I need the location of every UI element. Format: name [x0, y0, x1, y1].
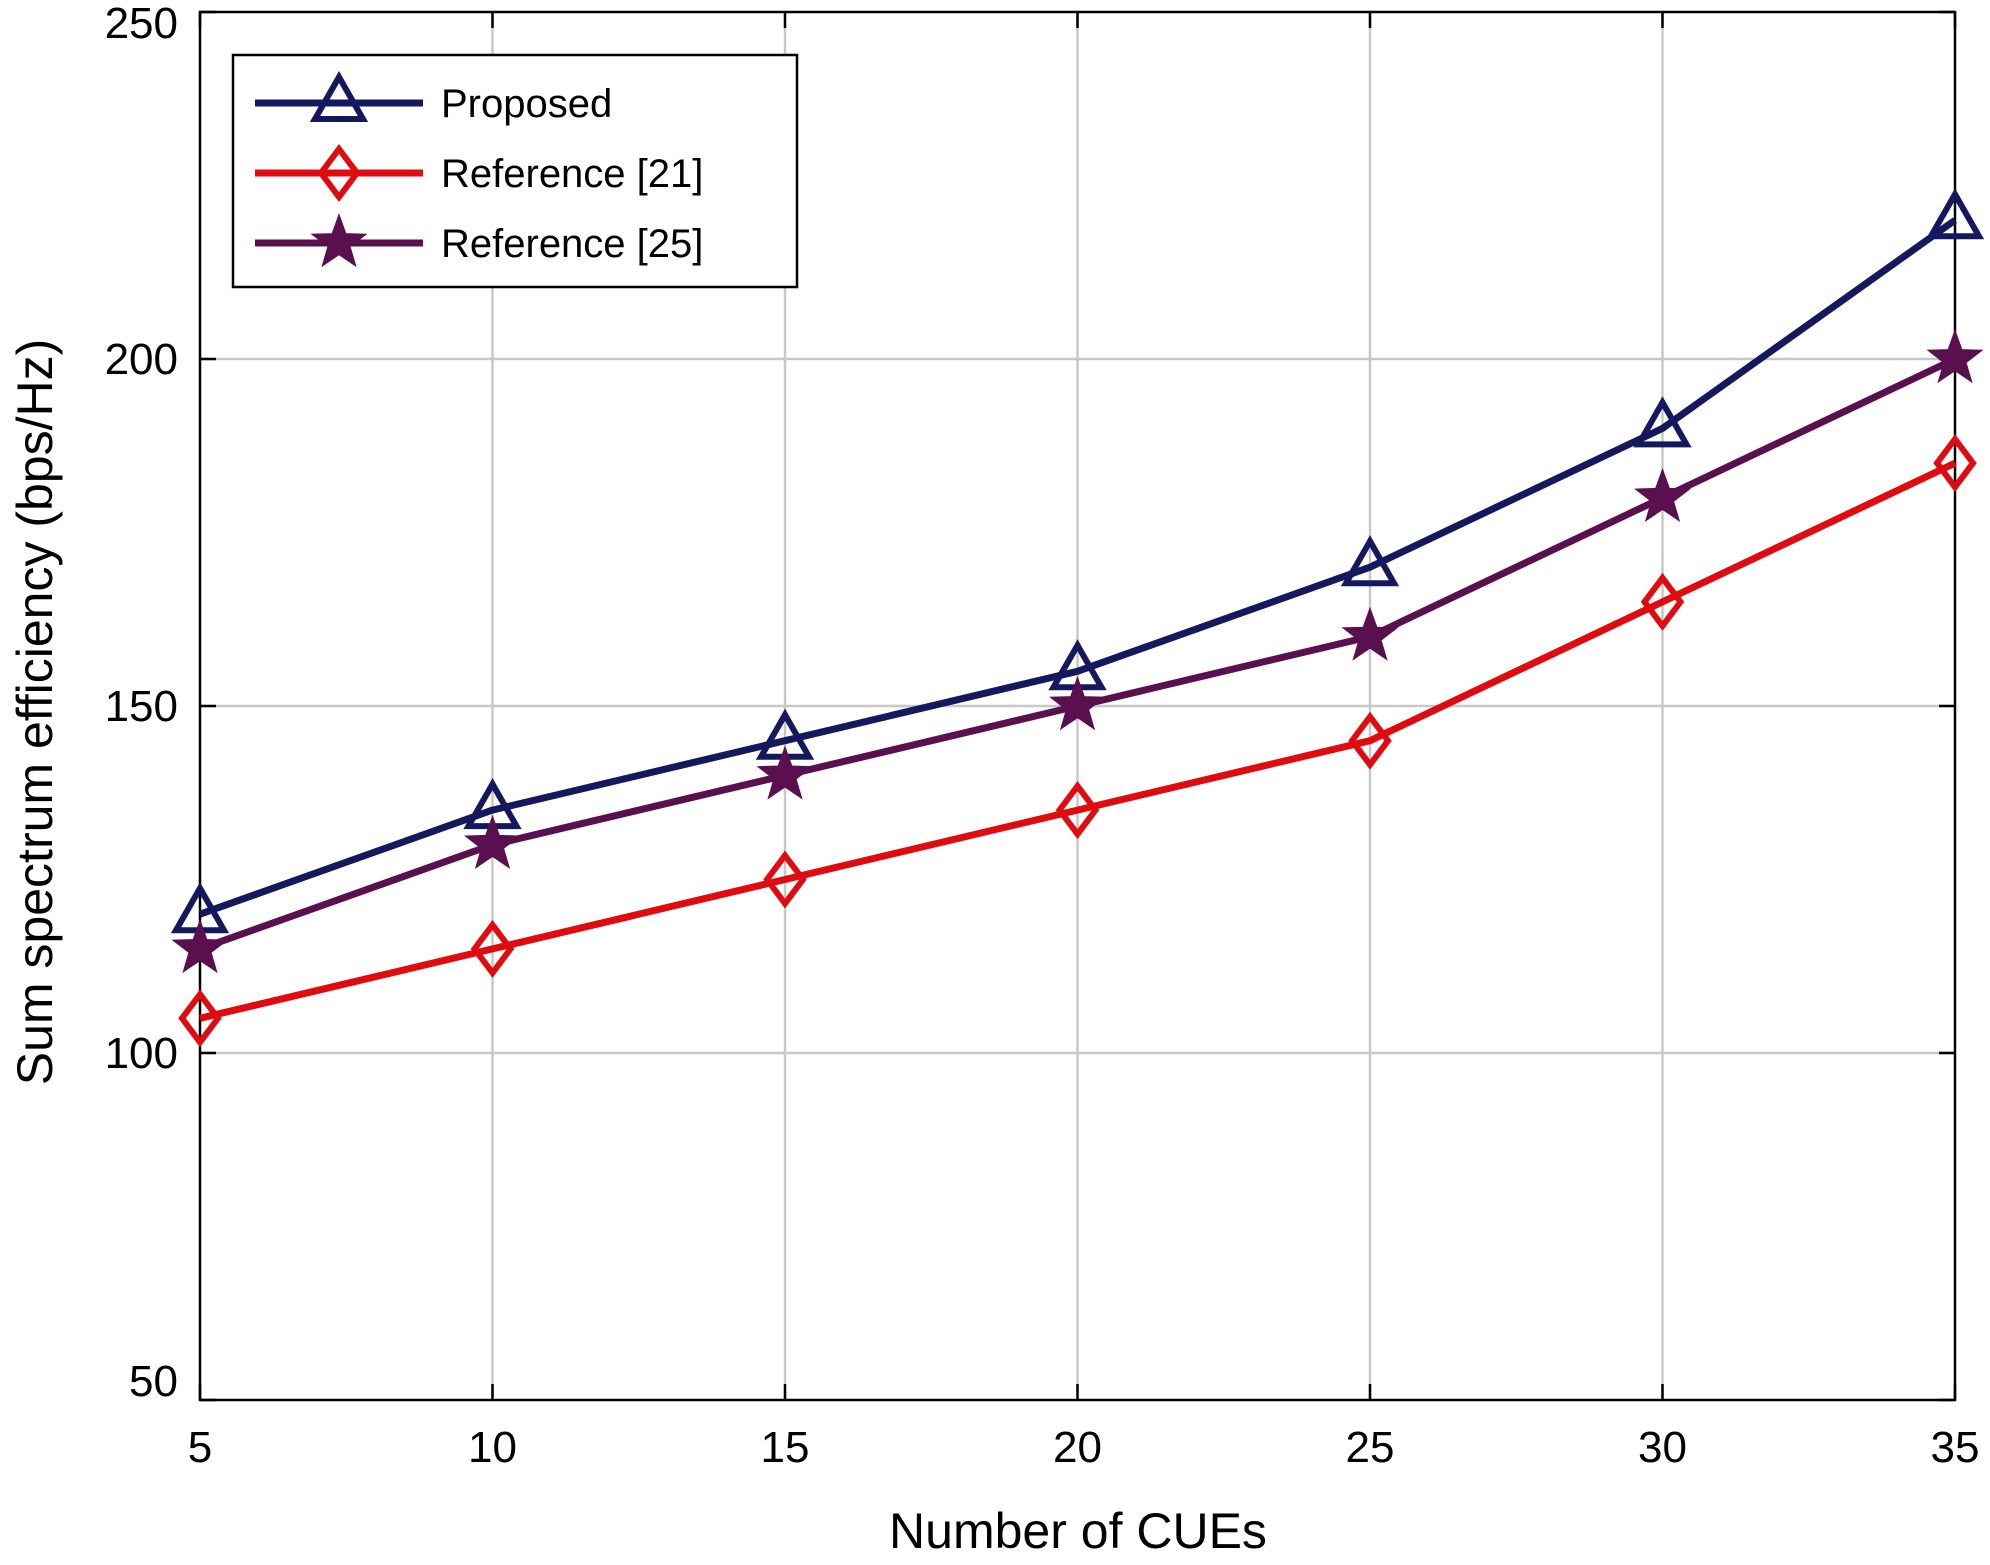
series-line-reference-21: [199, 459, 1957, 1022]
data-point-reference-25: [463, 814, 522, 869]
x-tick-label: 10: [468, 1423, 517, 1472]
legend-marker-reference-21: [317, 144, 361, 202]
y-tick-label: 200: [105, 335, 178, 384]
series-reference-25: [171, 329, 1984, 974]
x-tick-label: 15: [761, 1423, 810, 1472]
data-point-reference-25: [1048, 676, 1107, 731]
data-point-reference-21: [1348, 711, 1392, 770]
legend-marker-proposed: [309, 70, 369, 122]
x-tick-label: 20: [1053, 1423, 1102, 1472]
legend-label-reference-25: Reference [25]: [441, 222, 703, 266]
series-line-proposed: [198, 217, 1958, 918]
data-point-reference-21: [178, 989, 222, 1048]
data-point-reference-21: [763, 850, 807, 909]
data-point-reference-21: [1055, 781, 1100, 840]
data-point-reference-21: [1933, 434, 1977, 493]
data-point-reference-21: [1640, 572, 1685, 631]
y-tick-label: 100: [105, 1029, 178, 1078]
x-axis-label: Number of CUEs: [889, 1503, 1267, 1559]
x-tick-label: 30: [1638, 1423, 1687, 1472]
data-point-proposed: [1925, 188, 1985, 240]
series-reference-21: [178, 434, 1977, 1048]
data-point-reference-21: [470, 919, 515, 978]
data-point-reference-25: [1633, 467, 1692, 522]
x-tick-label: 35: [1931, 1423, 1980, 1472]
legend-label-reference-21: Reference [21]: [441, 152, 703, 196]
data-point-reference-25: [1341, 606, 1399, 661]
y-tick-label: 250: [105, 0, 178, 48]
y-tick-label: 150: [105, 682, 178, 731]
y-axis-label: Sum spectrum efficiency (bps/Hz): [7, 339, 63, 1086]
data-point-reference-25: [1926, 329, 1984, 384]
data-point-reference-25: [756, 745, 814, 800]
series-proposed: [170, 188, 1985, 934]
x-tick-label: 25: [1346, 1423, 1395, 1472]
legend-label-proposed: Proposed: [441, 82, 612, 126]
axes: 5 10 15 20 25 30 35 50 100 150 200 250: [105, 0, 1980, 1472]
y-tick-label: 50: [129, 1357, 178, 1406]
data-point-proposed: [1633, 396, 1692, 448]
series-group: [170, 188, 1985, 1048]
legend: Proposed Reference [21] Reference [25]: [231, 53, 799, 289]
data-point-proposed: [1340, 535, 1400, 587]
data-point-reference-25: [171, 918, 229, 974]
legend-marker-reference-25: [310, 213, 368, 268]
x-tick-label: 5: [188, 1423, 212, 1472]
